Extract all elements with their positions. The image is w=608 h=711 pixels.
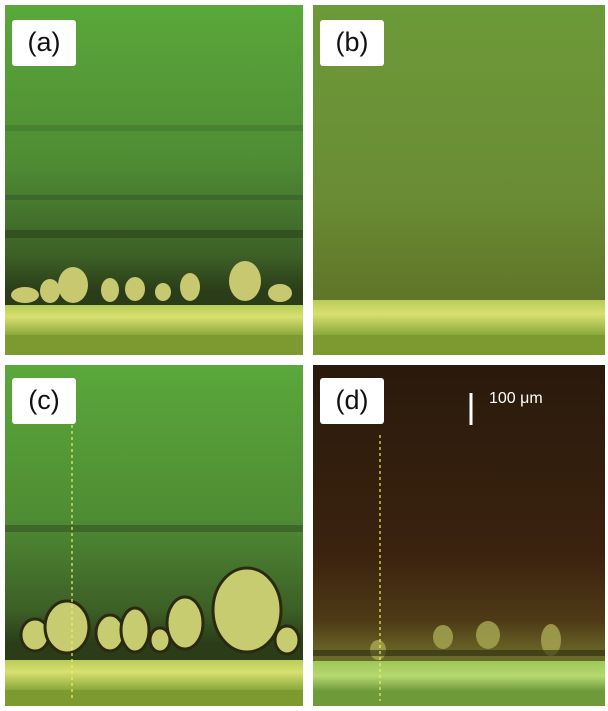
panel-label: (a)	[28, 27, 61, 57]
figure: 100 μm (a) (b) (c) (d)	[0, 0, 608, 711]
panel-label: (c)	[28, 385, 59, 415]
panel-label: (d)	[336, 385, 369, 415]
panel-label: (b)	[336, 27, 369, 57]
scale-bar-label: 100 μm	[489, 390, 543, 407]
